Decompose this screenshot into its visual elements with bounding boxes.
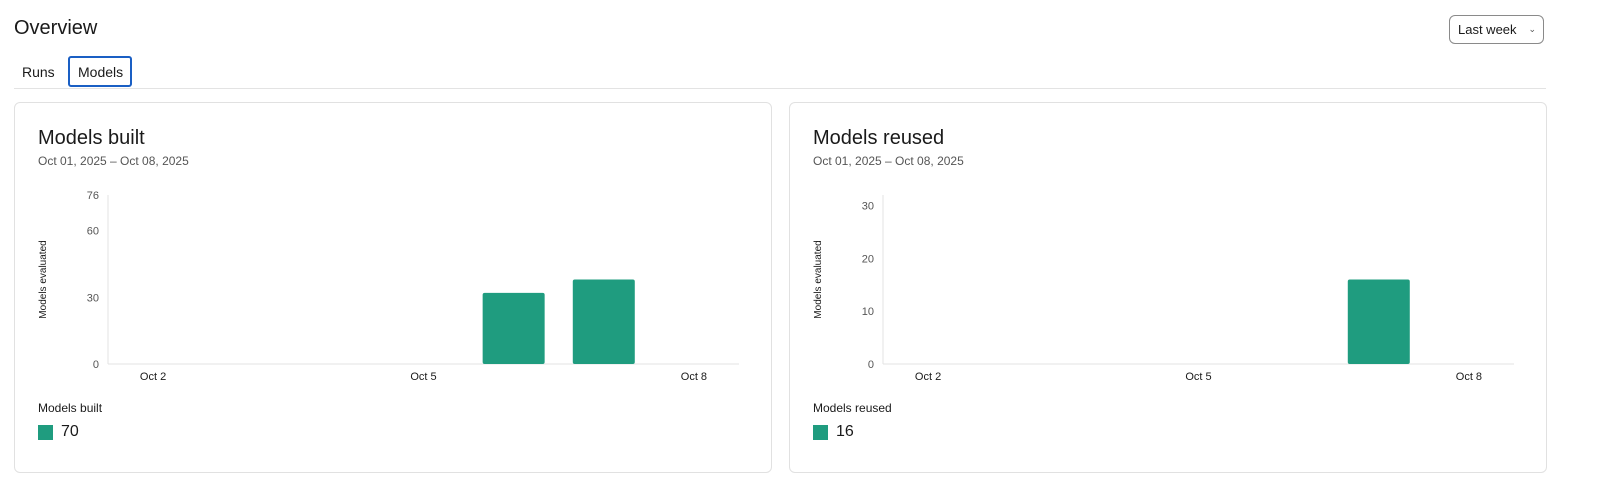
y-tick-label: 30: [862, 201, 874, 213]
y-tick-label: 0: [93, 359, 99, 371]
tab-models[interactable]: Models: [68, 56, 132, 87]
page-title: Overview: [14, 17, 98, 39]
x-tick-label: Oct 2: [915, 371, 941, 383]
y-tick-label: 76: [87, 190, 99, 202]
legend-item: 16: [813, 423, 854, 441]
x-tick-label: Oct 5: [1185, 371, 1211, 383]
y-tick-label: 20: [862, 253, 874, 265]
y-axis-label: Models evaluated: [813, 240, 824, 318]
card-date-range: Oct 01, 2025 – Oct 08, 2025: [813, 154, 964, 168]
x-tick-label: Oct 8: [1456, 371, 1482, 383]
tab-runs[interactable]: Runs: [22, 63, 55, 80]
y-tick-label: 10: [862, 306, 874, 318]
chevron-down-icon: ⌄: [1528, 24, 1537, 34]
date-range-value: Last week: [1458, 22, 1517, 37]
x-tick-label: Oct 2: [140, 371, 166, 383]
legend-swatch: [813, 424, 828, 440]
bar: [482, 292, 545, 364]
legend-swatch: [38, 424, 53, 440]
y-tick-label: 30: [87, 292, 99, 304]
card-title: Models reused: [813, 127, 945, 149]
models-built-chart: 0 30 60 76 Models evaluated Oct 2 Oct 5 Oct 8: [38, 190, 739, 383]
x-tick-label: Oct 8: [681, 371, 707, 383]
card-date-range: Oct 01, 2025 – Oct 08, 2025: [38, 154, 189, 168]
y-axis-label: Models evaluated: [38, 240, 49, 318]
models-reused-chart: 0 10 20 30 Models evaluated Oct 2 Oct 5 Oct 8: [813, 195, 1514, 383]
legend-label: Models built: [38, 401, 103, 415]
bar: [1347, 279, 1410, 364]
y-tick-label: 60: [87, 226, 99, 238]
models-reused-card: Models reused Oct 01, 2025 – Oct 08, 202…: [789, 102, 1547, 473]
legend-total: 70: [61, 423, 79, 440]
date-range-select[interactable]: Last week ⌄: [1449, 15, 1544, 44]
models-built-card: Models built Oct 01, 2025 – Oct 08, 2025…: [14, 102, 772, 473]
card-title: Models built: [38, 127, 145, 149]
y-tick-label: 0: [868, 359, 874, 371]
x-tick-label: Oct 5: [410, 371, 436, 383]
legend-label: Models reused: [813, 401, 892, 415]
legend-total: 16: [836, 423, 854, 440]
bar: [572, 279, 635, 364]
legend-item: 70: [38, 423, 79, 441]
tab-bar: Runs Models: [14, 56, 1546, 89]
